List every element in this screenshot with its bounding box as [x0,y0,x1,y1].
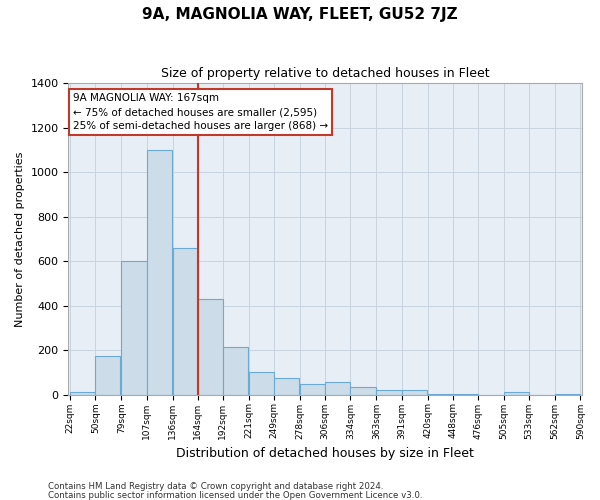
Y-axis label: Number of detached properties: Number of detached properties [15,151,25,326]
Text: Contains HM Land Registry data © Crown copyright and database right 2024.: Contains HM Land Registry data © Crown c… [48,482,383,491]
X-axis label: Distribution of detached houses by size in Fleet: Distribution of detached houses by size … [176,447,474,460]
Text: 9A, MAGNOLIA WAY, FLEET, GU52 7JZ: 9A, MAGNOLIA WAY, FLEET, GU52 7JZ [142,8,458,22]
Bar [350,387,376,394]
Bar [401,390,427,394]
Bar [95,356,121,395]
Bar [121,261,146,394]
Bar [504,392,529,394]
Title: Size of property relative to detached houses in Fleet: Size of property relative to detached ho… [161,68,490,80]
Bar [198,299,223,394]
Bar [173,248,198,394]
Text: Contains public sector information licensed under the Open Government Licence v3: Contains public sector information licen… [48,490,422,500]
Bar [376,390,401,394]
Bar [249,372,274,394]
Bar [70,392,95,394]
Text: 9A MAGNOLIA WAY: 167sqm
← 75% of detached houses are smaller (2,595)
25% of semi: 9A MAGNOLIA WAY: 167sqm ← 75% of detache… [73,93,328,131]
Bar [274,378,299,394]
Bar [223,347,248,395]
Bar [325,382,350,394]
Bar [146,150,172,394]
Bar [300,384,325,394]
